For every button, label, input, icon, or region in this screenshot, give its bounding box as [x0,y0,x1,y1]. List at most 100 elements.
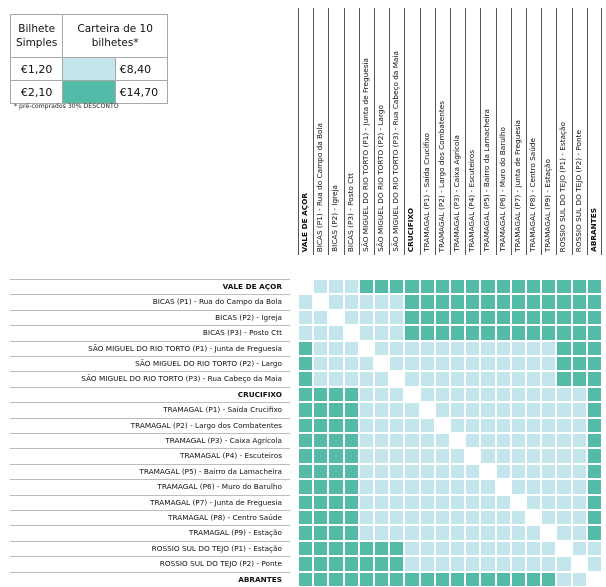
fare-cell [465,479,481,495]
fare-cell [434,463,450,480]
fare-cell [298,294,314,310]
fare-cell [404,417,420,433]
fare-cell [298,356,314,372]
fare-cell [526,294,542,310]
column-header: SÃO MIGUEL DO RIO TORTO (P3) - Rua Cabeç… [389,8,404,255]
fare-cell [298,510,314,526]
fare-cell [343,448,359,464]
fare-cell [586,340,602,356]
fare-cell [419,386,435,403]
fare-cell [419,494,435,510]
fare-cell [343,479,359,495]
fare-cell [495,340,511,356]
fare-cell [419,556,435,572]
fare-cell [510,448,526,464]
fare-cell [419,463,435,480]
fare-cell [374,494,390,510]
fare-cell [298,540,314,557]
row-header: TRAMAGAL (P1) - Saída Crucifixo [10,402,290,417]
row-header: TRAMAGAL (P3) - Caixa Agrícola [10,433,290,448]
fare-cell [556,433,572,449]
fare-cell [465,463,481,480]
fare-cell [495,309,511,326]
fare-cell [404,525,420,541]
fare-cell [510,325,526,341]
fare-cell [450,325,466,341]
fare-cell [389,463,405,480]
fare-cell [419,279,435,295]
fare-cell [450,448,466,464]
fare-cell [374,540,390,557]
fare-cell [510,463,526,480]
fare-cell [389,571,405,587]
fare-cell [541,356,557,372]
fare-cell [313,571,329,587]
fare-cell [298,433,314,449]
fare-cell [541,479,557,495]
row-header: SÃO MIGUEL DO RIO TORTO (P3) - Rua Cabeç… [10,371,290,386]
fare-cell [313,540,329,557]
column-header-label: TRAMAGAL (P2) - Largo dos Combatentes [436,100,446,252]
fare-cell [541,571,557,587]
fare-cell [404,556,420,572]
fare-cell [526,510,542,526]
fare-cell [404,309,420,326]
fare-cell [450,479,466,495]
fare-cell [510,556,526,572]
column-header: SÃO MIGUEL DO RIO TORTO (P2) - Largo [374,8,389,255]
fare-cell [358,556,374,572]
fare-cell [450,571,466,587]
fare-cell [358,417,374,433]
fare-cell [328,371,344,387]
fare-cell [419,371,435,387]
fare-cell [510,479,526,495]
fare-cell [404,356,420,372]
fare-cell [404,294,420,310]
fare-cell [586,540,602,557]
fare-cell [556,556,572,572]
fare-cell [404,433,420,449]
fare-cell [495,279,511,295]
fare-cell [419,325,435,341]
fare-cell [465,433,481,449]
fare-cell [526,325,542,341]
fare-cell [510,525,526,541]
fare-cell [404,371,420,387]
fare-cell [586,556,602,572]
fare-cell [495,294,511,310]
fare-cell [343,494,359,510]
fare-cell [510,510,526,526]
fare-cell [480,417,496,433]
fare-cell [389,417,405,433]
fare-cell [419,340,435,356]
fare-cell [480,309,496,326]
fare-cell [328,340,344,356]
fare-cell [419,356,435,372]
fare-cell [313,494,329,510]
fare-cell [374,340,390,356]
fare-cell [480,371,496,387]
fare-cell [434,571,450,587]
row-header: ROSSIO SUL DO TEJO (P2) - Ponte [10,556,290,571]
fare-cell [389,356,405,372]
row-header: SÃO MIGUEL DO RIO TORTO (P1) - Junta de … [10,340,290,356]
fare-cell [374,510,390,526]
fare-cell [541,448,557,464]
fare-cell [298,479,314,495]
fare-cell [434,448,450,464]
fare-cell [450,402,466,418]
fare-cell [374,325,390,341]
fare-cell [586,402,602,418]
fare-cell [526,386,542,403]
fare-cell [358,463,374,480]
fare-cell [556,525,572,541]
fare-cell [571,463,587,480]
fare-cell [389,325,405,341]
fare-cell [358,540,374,557]
fare-cell [313,325,329,341]
fare-cell [434,433,450,449]
discount-footnote: * pré-comprados 30% DESCONTO [14,103,119,110]
fare-cell [374,479,390,495]
fare-cell [465,556,481,572]
fare-cell [541,294,557,310]
